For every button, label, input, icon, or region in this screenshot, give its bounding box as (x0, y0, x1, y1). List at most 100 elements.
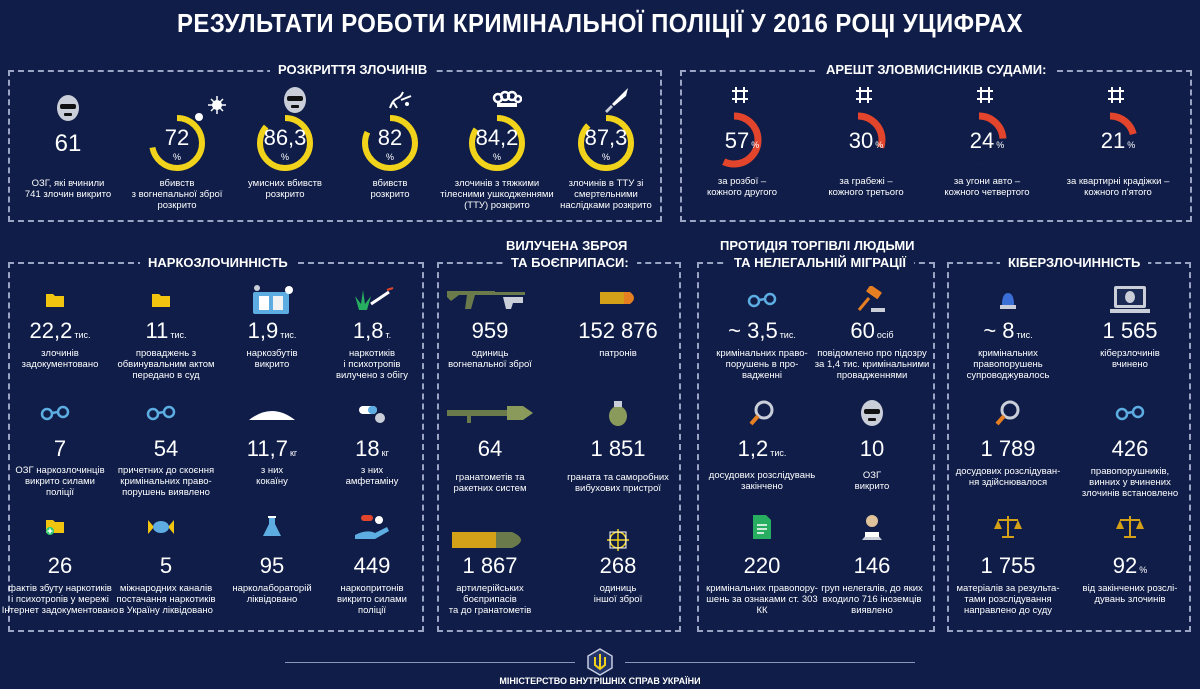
stat-caption: матеріалів за результа- тами розслідуван… (956, 583, 1060, 616)
stat-number: 64 (477, 436, 503, 461)
stat-unit: тис. (170, 330, 187, 340)
stat-number: 1 867 (462, 553, 518, 578)
stat-value: 64 (420, 436, 560, 462)
powder-icon (247, 404, 297, 427)
stat-caption: гранатометів та ракетних систем (453, 472, 527, 494)
mask-icon (282, 86, 308, 119)
stat-caption: ОЗГ викрито (854, 470, 890, 492)
ring-arc (706, 112, 762, 168)
stat-value: 268 (548, 553, 688, 579)
scales-icon (1115, 513, 1145, 546)
stat-value: 24% (957, 128, 1017, 154)
stat-caption: нарколабораторій ліквідовано (232, 583, 312, 605)
stat-caption: повідомлено про підозру за 1,4 тис. крим… (814, 348, 930, 381)
stat-unit: тис. (770, 448, 787, 458)
stat-value: 92% (1060, 553, 1200, 579)
stat-number: 26 (47, 553, 73, 578)
footer-divider-left (285, 662, 575, 663)
cyber-heading: КІБЕРЗЛОЧИННІСТЬ (1000, 255, 1149, 271)
stat-number: 22,2 (29, 318, 73, 343)
arrest-ring (706, 112, 762, 168)
stat-value: ~ 8 тис. (938, 318, 1078, 344)
stat-number: 152 876 (578, 318, 658, 343)
stat-number: ~ 8 (983, 318, 1015, 343)
ring-arc (469, 115, 525, 171)
stat-caption: кіберзлочинів вчинено (1100, 348, 1160, 370)
crime-ring (149, 115, 205, 171)
scales-icon (993, 513, 1023, 546)
stat-caption: правопорушників, винних у вчинених злочи… (1081, 466, 1179, 499)
folder-icon (151, 292, 171, 313)
arrest-heading: АРЕШТ ЗЛОВМИСНИКІВ СУДАМИ: (818, 62, 1055, 78)
stat-value: 11,7 кг (202, 436, 342, 462)
stat-number: 95 (259, 553, 285, 578)
stat-unit: кг (289, 448, 298, 458)
stat-value: ~ 3,5 тис. (692, 318, 832, 344)
stat-caption: причетних до скоєння кримінальних право-… (117, 465, 215, 498)
stat-unit: тис. (779, 330, 796, 340)
stat-caption: наркотиків і психотропів вилучено з обіг… (335, 348, 409, 381)
stat-unit: % (385, 152, 394, 162)
stat-number: 1 789 (980, 436, 1036, 461)
stat-caption: граната та саморобних вибухових пристрої (567, 472, 669, 494)
stat-value: 7 (0, 436, 130, 462)
magnifier-icon (748, 399, 776, 432)
handcuffs-icon (146, 404, 176, 427)
stat-number: 30 (848, 128, 874, 153)
stat-value: 220 (692, 553, 832, 579)
gavel-icon (857, 285, 887, 319)
target-icon (606, 528, 630, 557)
stat-value: 959 (420, 318, 560, 344)
stat-caption: досудових розслідувань закінчено (708, 470, 816, 492)
stat-number: 18 (355, 436, 380, 461)
stat-value: 86,3 (245, 125, 325, 151)
stat-value: 5 (96, 553, 236, 579)
stat-number: 92 (1112, 553, 1138, 578)
hand-pills-icon (353, 513, 391, 546)
cannabis-syringe-icon (349, 286, 395, 319)
stat-caption: за розбої – кожного другого (706, 176, 778, 198)
stat-number: 220 (743, 553, 781, 578)
drugs-heading: НАРКОЗЛОЧИННІСТЬ (140, 255, 296, 271)
weapons-heading-1: ВИЛУЧЕНА ЗБРОЯ (498, 238, 636, 254)
siren-icon (997, 289, 1019, 316)
stat-caption: проваджень з обвинувальним актом передан… (117, 348, 215, 381)
stat-number: 1 851 (590, 436, 646, 461)
stat-caption: з них кокаїну (256, 465, 288, 487)
ring-arc (578, 115, 634, 171)
stat-unit: % (1139, 565, 1148, 575)
stat-value: 60 осіб (802, 318, 942, 344)
stat-value: 10 (802, 436, 942, 462)
page-title: РЕЗУЛЬТАТИ РОБОТИ КРИМІНАЛЬНОЇ ПОЛІЦІЇ У… (176, 8, 1023, 38)
stat-value: 57% (712, 128, 772, 154)
folder-icon (45, 292, 65, 313)
stat-caption: міжнародних каналів постачання наркотикі… (116, 583, 216, 616)
stat-number: 87,3 (584, 125, 628, 150)
stat-caption: кримінальних право- порушень в про- вадж… (716, 348, 808, 381)
stat-value: 72 (137, 125, 217, 151)
stat-caption: вбивств розкрито (370, 178, 410, 200)
stat-unit: т. (385, 330, 392, 340)
stat-caption: наркопритонів викрито силами поліції (337, 583, 407, 616)
stat-caption: злочинів з тяжкими тілесними ушкодженням… (440, 178, 554, 211)
stat-number: 7 (53, 436, 67, 461)
stat-value: 1 789 (938, 436, 1078, 462)
stat-number: 1 565 (1102, 318, 1158, 343)
stat-number: 21 (1100, 128, 1126, 153)
knuckles-icon (492, 90, 523, 115)
stat-caption: одиниць вогнепальної зброї (448, 348, 532, 370)
stat-value: 21% (1088, 128, 1148, 154)
stat-value: 11 тис. (96, 318, 236, 344)
stat-caption: одиниць іншої зброї (593, 583, 643, 605)
stat-caption: умисних вбивств розкрито (248, 178, 322, 200)
stat-caption: патронів (599, 348, 637, 359)
grenade-icon (607, 399, 629, 432)
stat-number: 146 (853, 553, 891, 578)
crime-ring (469, 115, 525, 171)
stat-caption: ОЗГ наркозлочинців викрито силами поліці… (15, 465, 105, 498)
stat-unit: % (280, 152, 289, 162)
stat-value: 54 (96, 436, 236, 462)
stat-value: 1 755 (938, 553, 1078, 579)
stat-value: 84,2 (457, 125, 537, 151)
stat-number: 449 (353, 553, 391, 578)
